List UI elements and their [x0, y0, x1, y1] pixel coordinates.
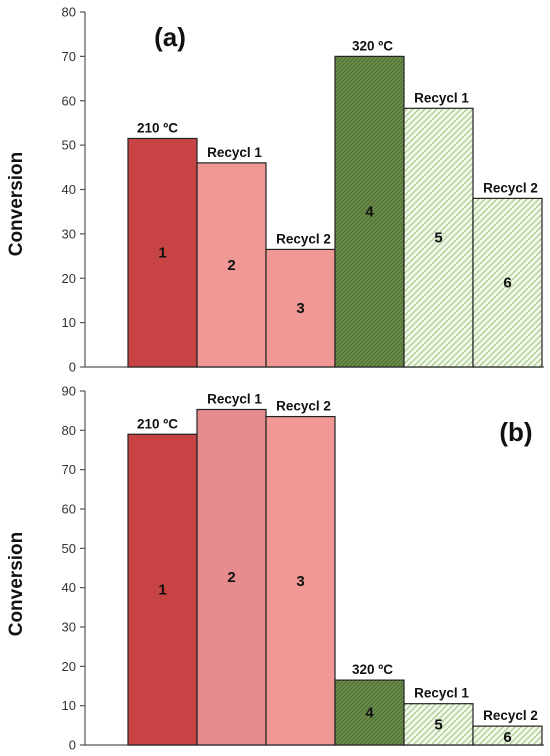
y-axis-label: Conversion: [6, 152, 27, 257]
y-tick-label: 20: [62, 271, 76, 286]
bar-6: [472, 197, 543, 368]
bar-number-label: 6: [503, 729, 511, 746]
bar-2: [196, 162, 267, 368]
y-axis-label: Conversion: [6, 532, 27, 637]
y-tick-label: 20: [62, 659, 76, 674]
bar-number-label: 5: [434, 716, 442, 733]
bar-1: [127, 137, 198, 368]
bar-2: [196, 408, 267, 746]
y-tick-label: 70: [62, 462, 76, 477]
bar-top-label: 210 ºC: [137, 120, 178, 135]
y-tick-label: 90: [62, 384, 76, 399]
bar-4: [334, 55, 405, 368]
bar-number-label: 3: [296, 573, 304, 590]
bar-number-label: 3: [296, 300, 304, 317]
bar-5: [403, 703, 474, 746]
bar-top-label: Recycl 1: [414, 686, 469, 701]
bar-top-label: Recycl 1: [207, 145, 262, 160]
y-tick-label: 30: [62, 226, 76, 241]
y-tick-label: 60: [62, 93, 76, 108]
bar-5: [403, 107, 474, 368]
bar-top-label: Recycl 2: [483, 708, 538, 723]
bar-top-label: Recycl 2: [483, 180, 538, 195]
bar-top-label: Recycl 1: [207, 391, 262, 406]
chart-panel-b: 0 10 20 30 40 50 60 70 80 90 Conversion (b) 210 ºC 1 R…: [6, 384, 544, 753]
y-tick-label: 50: [62, 541, 76, 556]
bar-top-label: 320 ºC: [352, 38, 393, 53]
bar-number-label: 5: [434, 230, 442, 247]
bar-number-label: 6: [503, 275, 511, 292]
y-tick-label: 60: [62, 502, 76, 517]
bar-number-label: 1: [158, 582, 166, 599]
bar-top-label: Recycl 2: [276, 399, 331, 414]
bar-top-label: 210 ºC: [137, 416, 178, 431]
y-tick-label: 0: [69, 738, 76, 753]
panel-label: (a): [154, 22, 186, 52]
bar-4: [334, 679, 405, 746]
bar-number-label: 4: [365, 705, 374, 722]
bar-1: [127, 433, 198, 746]
bar-number-label: 2: [227, 569, 235, 586]
y-tick-label: 70: [62, 49, 76, 64]
y-tick-label: 10: [62, 698, 76, 713]
y-tick-label: 80: [62, 5, 76, 20]
bar-number-label: 1: [158, 245, 166, 262]
bar-6: [472, 725, 543, 746]
panel-label: (b): [499, 417, 532, 447]
bar-number-label: 4: [365, 204, 374, 221]
y-tick-label: 0: [69, 360, 76, 375]
chart-panel-a: 0 10 20 30 40 50 60 70 80 Conversion (a) 210 ºC 1 Rec…: [6, 5, 544, 375]
bar-top-label: Recycl 1: [414, 90, 469, 105]
bar-3: [265, 415, 336, 746]
y-tick-label: 80: [62, 423, 76, 438]
y-tick-label: 50: [62, 138, 76, 153]
bar-top-label: Recycl 2: [276, 231, 331, 246]
bar-top-label: 320 ºC: [352, 662, 393, 677]
y-tick-label: 30: [62, 620, 76, 635]
y-tick-label: 40: [62, 182, 76, 197]
y-tick-label: 10: [62, 315, 76, 330]
bar-number-label: 2: [227, 257, 235, 274]
y-tick-label: 40: [62, 580, 76, 595]
